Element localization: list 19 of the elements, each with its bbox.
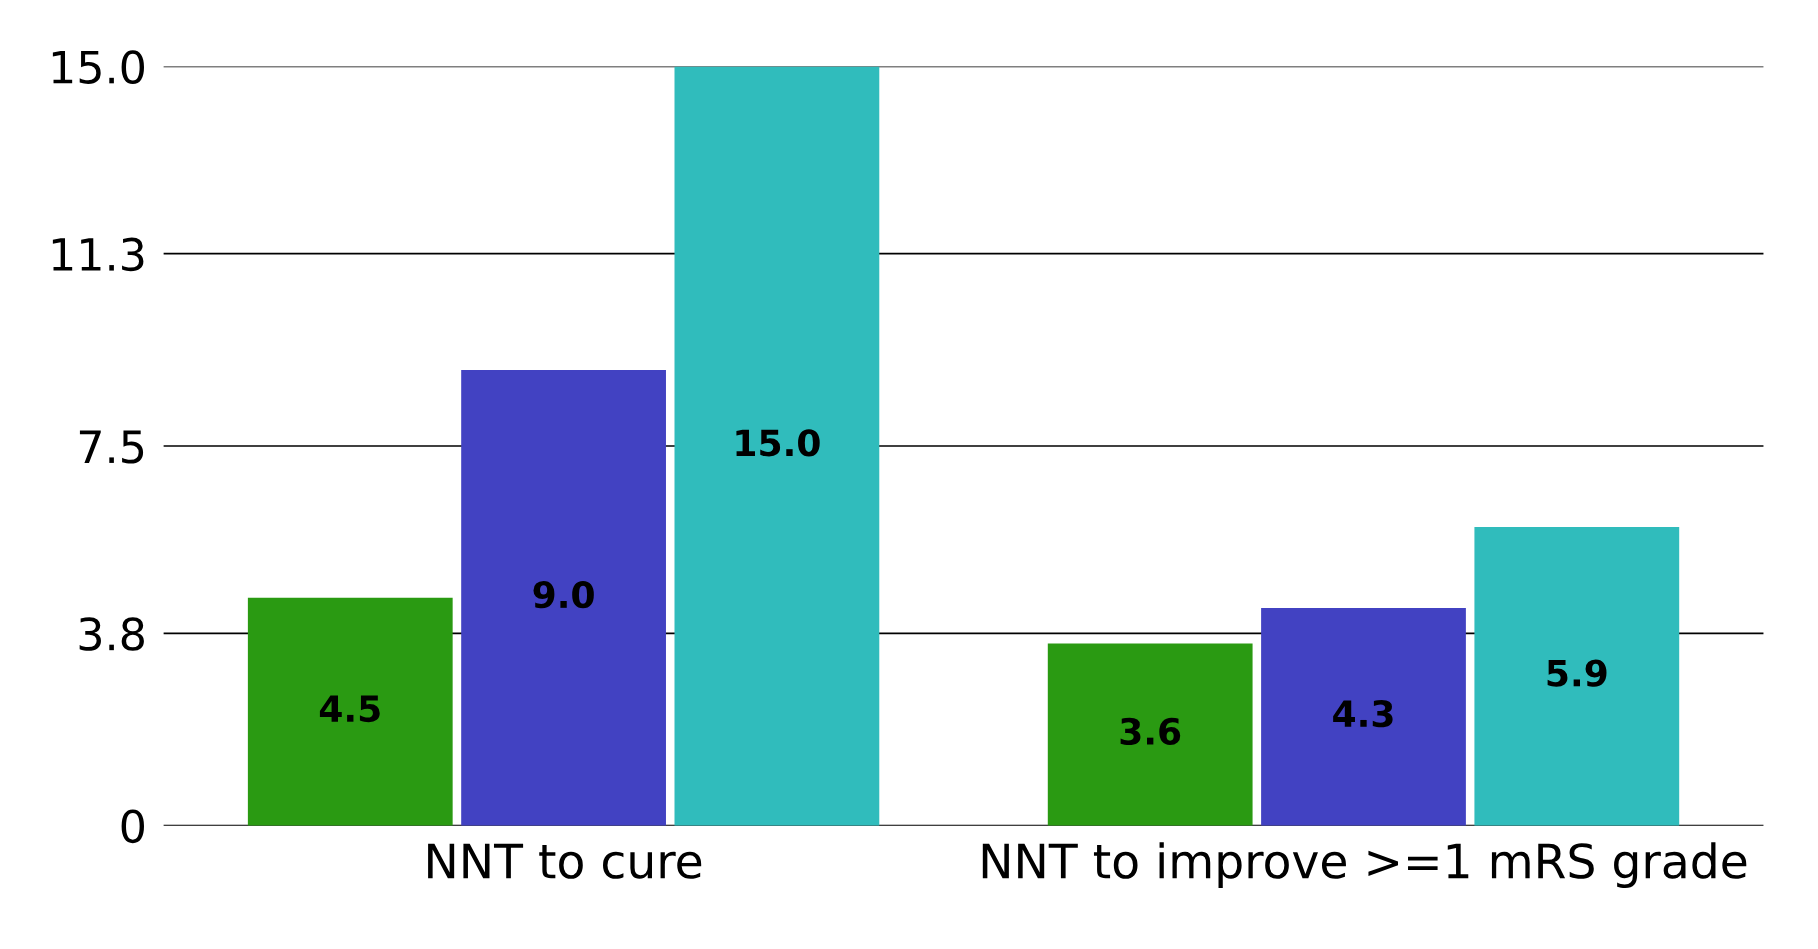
bar: [1474, 527, 1680, 826]
data-label: 5.9: [1547, 659, 1607, 687]
y-tick-label: 0: [121, 809, 144, 844]
data-label: 3.6: [1120, 717, 1181, 745]
y-tick-label: 15.0: [52, 50, 144, 84]
data-label: 4.5: [319, 695, 380, 723]
data-label: 9.0: [533, 581, 594, 609]
y-tick-label: 11.3: [52, 237, 144, 272]
y-tick-label: 7.5: [79, 430, 144, 464]
y-tick-label: 3.8: [79, 617, 144, 651]
x-tick-label: NNT to improve >=1 mRS grade: [982, 842, 1747, 888]
bar: [247, 597, 453, 826]
x-tick-label: NNT to cure: [428, 843, 702, 879]
bar: [461, 370, 666, 826]
bar: [1047, 643, 1253, 826]
data-label: 15.0: [736, 429, 820, 457]
bar: [1261, 607, 1466, 826]
bar: [674, 66, 880, 826]
data-label: 4.3: [1333, 699, 1393, 728]
